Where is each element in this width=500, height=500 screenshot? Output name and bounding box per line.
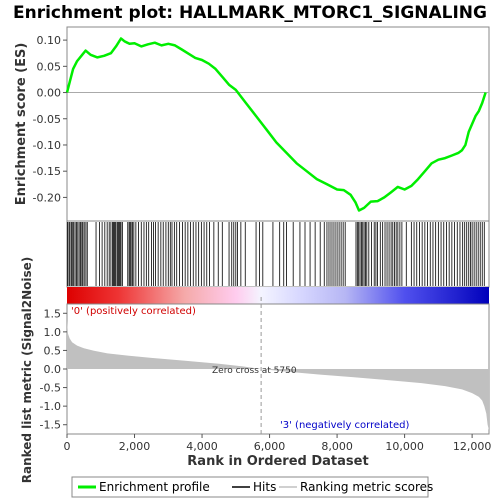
x-tick-label: 4,000 [186, 440, 218, 453]
negative-correlation-label: '3' (negatively correlated) [280, 420, 409, 431]
es-ytick-label: -0.05 [33, 113, 61, 126]
rank-colorbar-fill [67, 287, 489, 304]
metric-ylabel: Ranked list metric (Signal2Noise) [20, 257, 34, 484]
metric-ytick-label: 0.5 [44, 344, 62, 357]
positive-correlation-label: '0' (positively correlated) [71, 306, 196, 317]
es-ytick-label: 0.05 [37, 60, 62, 73]
es-layer [65, 37, 489, 212]
x-tick-label: 0 [64, 440, 71, 453]
metric-ytick-label: 1.0 [44, 326, 62, 339]
metric-ytick-label: 1.5 [44, 307, 62, 320]
metric-area [67, 320, 489, 431]
es-ytick-label: -0.10 [33, 139, 61, 152]
es-ytick-label: 0.00 [37, 87, 62, 100]
x-tick-label: 2,000 [119, 440, 151, 453]
x-tick-label: 12,000 [453, 440, 492, 453]
chart-title: Enrichment plot: HALLMARK_MTORC1_SIGNALI… [13, 3, 487, 23]
x-tick-label: 8,000 [321, 440, 353, 453]
metric-ytick-label: -1.5 [40, 419, 61, 432]
legend-label-enrichment: Enrichment profile [99, 480, 210, 494]
es-series-line [65, 37, 487, 212]
x-tick-label: 10,000 [385, 440, 424, 453]
metric-ytick-label: -1.0 [40, 400, 61, 413]
metric-layer [67, 297, 489, 434]
metric-ytick-label: 0.0 [44, 363, 62, 376]
metric-ytick-label: -0.5 [40, 382, 61, 395]
hits-panel [66, 220, 490, 288]
legend-label-metric: Ranking metric scores [300, 480, 433, 494]
es-panel [66, 26, 490, 222]
es-ytick-label: -0.20 [33, 191, 61, 204]
es-ytick-label: 0.10 [37, 34, 62, 47]
es-ytick-label: -0.15 [33, 165, 61, 178]
legend: Enrichment profile Hits Ranking metric s… [71, 476, 433, 498]
axes-layer: 0.100.050.00-0.05-0.10-0.15-0.201.51.00.… [33, 34, 492, 453]
zero-cross-label: Zero cross at 5750 [212, 366, 297, 376]
x-axis-label: Rank in Ordered Dataset [187, 454, 368, 469]
hits-layer [67, 222, 485, 286]
legend-label-hits: Hits [253, 480, 276, 494]
rank-colorbar [67, 287, 489, 304]
x-tick-label: 6,000 [254, 440, 286, 453]
es-ylabel: Enrichment score (ES) [14, 43, 29, 206]
